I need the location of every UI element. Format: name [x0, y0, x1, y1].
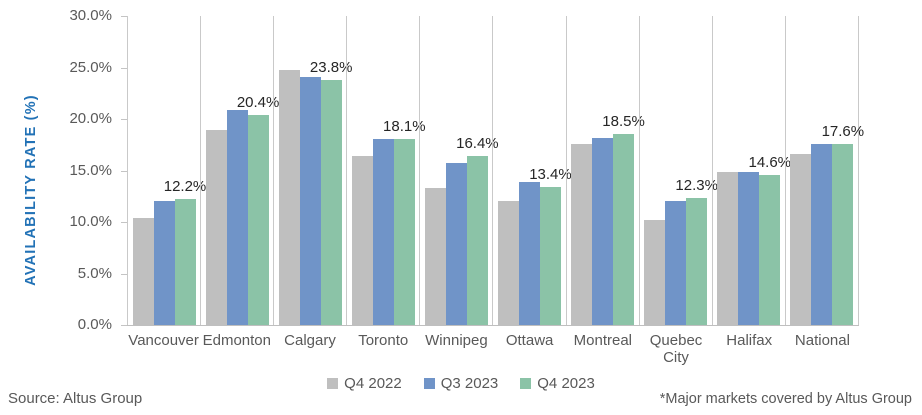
bar-q3-2023 [519, 181, 541, 325]
bar-q3-2023 [226, 109, 248, 325]
y-tick-label: 0.0% [77, 316, 112, 333]
bar-q3-2023 [738, 171, 760, 325]
y-tick-mark [121, 222, 127, 223]
bar-q4-2023 [613, 134, 635, 325]
category-group-edmonton: 20.4% [200, 16, 279, 325]
bar-q4-2022 [424, 188, 446, 325]
bar-q3-2023 [592, 137, 614, 325]
bar-q3-2023 [445, 163, 467, 325]
markets-footnote: *Major markets covered by Altus Group [659, 391, 912, 407]
bar-q4-2023 [759, 174, 781, 325]
bar-q4-2023 [393, 138, 415, 325]
category-group-ottawa: 13.4% [492, 16, 572, 325]
legend-swatch [327, 378, 339, 389]
category-label: Calgary [284, 332, 336, 349]
bar-q4-2022 [351, 156, 373, 325]
bar-q3-2023 [665, 201, 687, 325]
bar-q3-2023 [372, 138, 394, 325]
category-label: Halifax [726, 332, 773, 349]
category-group-calgary: 23.8% [273, 16, 352, 325]
bar-q4-2023 [540, 186, 562, 325]
category-label: Winnipeg [425, 332, 488, 349]
bar-value-label: 16.4% [456, 135, 499, 153]
bar-q4-2022 [717, 171, 739, 325]
y-tick-mark [121, 67, 127, 69]
y-tick-mark [121, 170, 127, 172]
category-group-quebec-city: 12.3% [638, 16, 718, 325]
legend-label: Q4 2023 [537, 375, 595, 392]
legend-item-q4-2023: Q4 2023 [520, 375, 595, 392]
bar-q4-2023 [686, 198, 708, 325]
bar-value-label: 12.2% [163, 178, 207, 196]
bar-q4-2022 [132, 217, 154, 325]
legend-label: Q3 2023 [440, 375, 499, 392]
bar-q4-2022 [790, 154, 812, 325]
bar-value-label: 12.3% [675, 177, 718, 195]
y-tick-mark [121, 325, 127, 326]
plot-area: 12.2% 20.4% 23.8% 18.1% 16.4% 13.4% 18.5% 12.3%… [127, 16, 864, 326]
bar-q3-2023 [299, 76, 321, 325]
bar-q4-2023 [320, 79, 342, 325]
source-note: Source: Altus Group [8, 390, 143, 407]
bar-q4-2023 [832, 143, 854, 325]
bar-value-label: 20.4% [236, 93, 280, 111]
category-group-halifax: 14.6% [711, 16, 791, 325]
category-group-winnipeg: 16.4% [419, 16, 499, 325]
bar-value-label: 17.6% [821, 122, 865, 140]
bar-q3-2023 [153, 201, 175, 325]
bar-value-label: 18.1% [383, 117, 426, 135]
bar-value-label: 13.4% [529, 165, 572, 183]
y-tick-label: 25.0% [69, 58, 112, 76]
category-label: National [794, 332, 850, 349]
category-label: Vancouver [128, 332, 199, 349]
bar-q4-2022 [498, 201, 520, 325]
legend: Q4 2022 Q3 2023 Q4 2023 [0, 375, 922, 392]
legend-label: Q4 2022 [344, 375, 402, 392]
legend-item-q3-2023: Q3 2023 [423, 375, 499, 392]
category-label: Toronto [358, 332, 409, 349]
category-group-national: 17.6% [784, 16, 864, 325]
bar-q4-2023 [174, 199, 196, 325]
category-group-montreal: 18.5% [565, 16, 645, 325]
y-tick-label: 5.0% [77, 264, 112, 282]
legend-item-q4-2022: Q4 2022 [327, 375, 402, 392]
y-tick-mark [121, 16, 127, 17]
category-label: Edmonton [202, 332, 271, 349]
x-axis: Vancouver Edmonton Calgary Toronto Winnipeg O… [127, 332, 859, 366]
bar-q4-2022 [644, 219, 666, 325]
bar-q4-2022 [205, 130, 227, 325]
category-group-toronto: 18.1% [346, 16, 426, 325]
bar-value-label: 23.8% [309, 58, 353, 76]
legend-swatch [423, 378, 435, 389]
bar-q4-2022 [571, 143, 593, 325]
bar-value-label: 14.6% [748, 153, 792, 171]
bar-q3-2023 [811, 143, 833, 325]
category-label: Quebec City [649, 332, 703, 366]
bar-q4-2023 [247, 114, 269, 325]
category-group-vancouver: 12.2% [127, 16, 206, 325]
y-tick-label: 30.0% [69, 7, 112, 24]
y-tick-label: 15.0% [69, 161, 112, 179]
y-tick-mark [121, 119, 127, 120]
y-tick-label: 20.0% [69, 110, 112, 127]
bar-q4-2023 [466, 156, 488, 325]
y-tick-label: 10.0% [69, 213, 112, 230]
category-label: Montreal [573, 332, 632, 349]
y-tick-mark [121, 273, 127, 275]
bar-q4-2022 [278, 69, 300, 325]
legend-swatch [520, 378, 532, 389]
category-label: Ottawa [505, 332, 554, 349]
bar-value-label: 18.5% [602, 113, 645, 131]
